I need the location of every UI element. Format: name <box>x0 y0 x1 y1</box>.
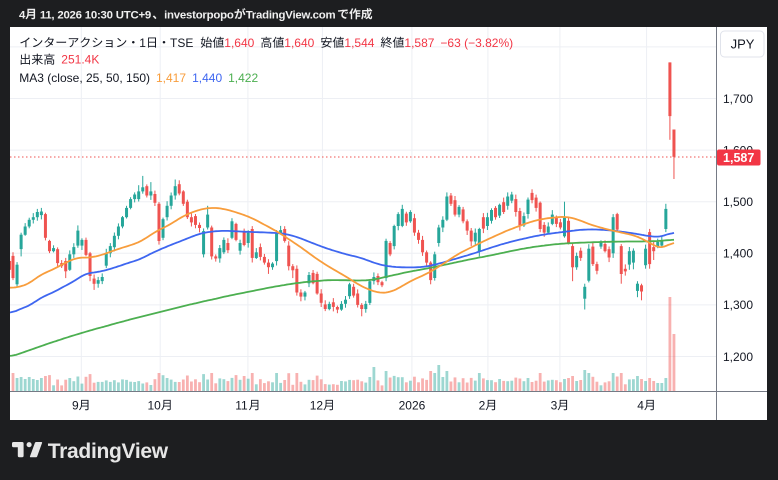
svg-text:2: 2 <box>479 398 486 412</box>
svg-text:1,587: 1,587 <box>723 151 754 165</box>
svg-text:1,640: 1,640 <box>284 36 314 50</box>
svg-text:11, 2026 10:30 UTC+9: 11, 2026 10:30 UTC+9 <box>37 9 151 21</box>
svg-text:2026: 2026 <box>399 398 426 412</box>
svg-text:3: 3 <box>551 398 558 412</box>
svg-text:10: 10 <box>148 398 162 412</box>
svg-text:1,200: 1,200 <box>723 350 753 364</box>
svg-text:1,700: 1,700 <box>723 92 753 106</box>
svg-text:1,640: 1,640 <box>224 36 254 50</box>
svg-text:251.4K: 251.4K <box>61 53 99 67</box>
svg-text:1,422: 1,422 <box>228 71 258 85</box>
svg-text:TradingView.com: TradingView.com <box>246 9 336 21</box>
svg-text:MA3 (close, 25, 50, 150): MA3 (close, 25, 50, 150) <box>19 71 150 85</box>
svg-text:1: 1 <box>139 36 146 50</box>
svg-text:TSE: TSE <box>170 36 193 50</box>
svg-text:1,587: 1,587 <box>404 36 434 50</box>
svg-text:−63 (−3.82%): −63 (−3.82%) <box>440 36 513 50</box>
svg-text:1,500: 1,500 <box>723 195 753 209</box>
svg-text:TradingView: TradingView <box>48 440 169 463</box>
svg-text:investorpopo: investorpopo <box>164 9 234 21</box>
svg-text:1,417: 1,417 <box>156 71 186 85</box>
svg-text:4: 4 <box>19 9 26 21</box>
svg-text:1,300: 1,300 <box>723 298 753 312</box>
svg-text:12: 12 <box>310 398 324 412</box>
svg-text:1,440: 1,440 <box>192 71 222 85</box>
svg-text:1,400: 1,400 <box>723 247 753 261</box>
svg-text:9: 9 <box>72 398 79 412</box>
svg-text:JPY: JPY <box>731 37 755 52</box>
svg-text:4: 4 <box>637 398 644 412</box>
svg-text:1,544: 1,544 <box>344 36 374 50</box>
svg-text:11: 11 <box>235 398 248 412</box>
